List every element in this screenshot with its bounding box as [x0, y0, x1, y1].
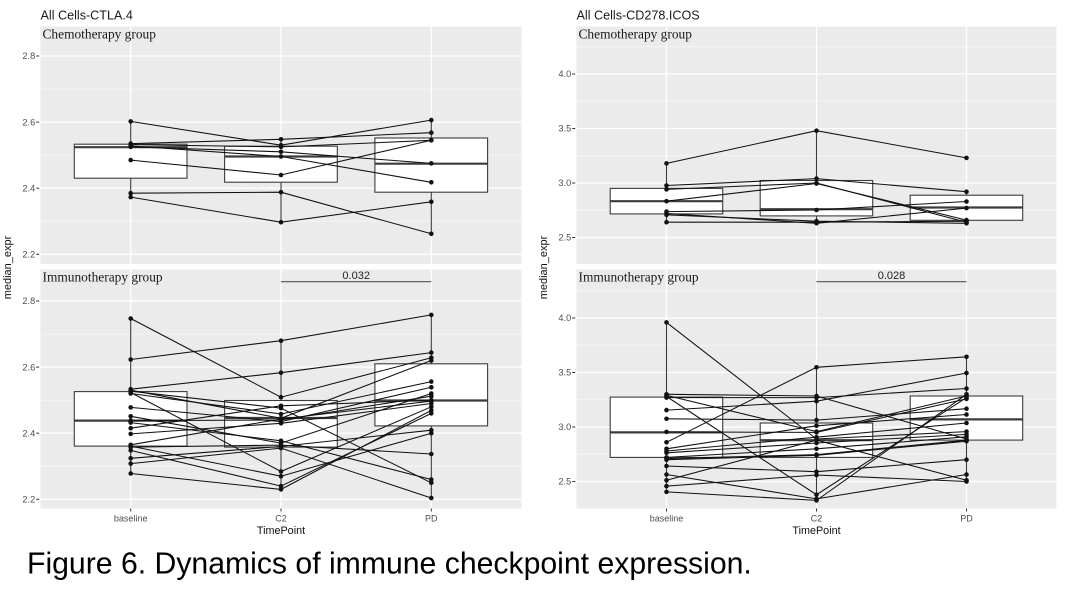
- svg-text:TimePoint: TimePoint: [792, 525, 840, 537]
- svg-text:4.0: 4.0: [558, 313, 571, 323]
- svg-text:TimePoint: TimePoint: [257, 525, 305, 537]
- svg-text:baseline: baseline: [650, 514, 684, 524]
- svg-text:3.5: 3.5: [558, 124, 571, 134]
- svg-text:C2: C2: [275, 514, 287, 524]
- svg-text:C2: C2: [811, 514, 823, 524]
- svg-text:median_expr: median_expr: [2, 235, 14, 299]
- svg-text:Chemotherapy group: Chemotherapy group: [579, 26, 693, 41]
- svg-text:PD: PD: [960, 514, 973, 524]
- svg-text:3.0: 3.0: [558, 178, 571, 188]
- svg-text:2.4: 2.4: [22, 183, 35, 193]
- svg-text:median_expr: median_expr: [538, 235, 550, 299]
- svg-text:3.5: 3.5: [558, 368, 571, 378]
- svg-text:2.6: 2.6: [22, 117, 35, 127]
- svg-text:2.2: 2.2: [22, 250, 35, 260]
- svg-text:PD: PD: [425, 514, 438, 524]
- svg-text:0.028: 0.028: [878, 270, 906, 282]
- svg-text:All Cells-CTLA.4: All Cells-CTLA.4: [41, 8, 133, 22]
- svg-text:3.0: 3.0: [558, 422, 571, 432]
- svg-text:Chemotherapy group: Chemotherapy group: [43, 26, 157, 41]
- svg-text:2.2: 2.2: [22, 495, 35, 505]
- svg-text:2.8: 2.8: [22, 296, 35, 306]
- svg-text:Immunotherapy group: Immunotherapy group: [43, 269, 163, 284]
- svg-text:All Cells-CD278.ICOS: All Cells-CD278.ICOS: [577, 8, 700, 22]
- svg-text:2.8: 2.8: [22, 51, 35, 61]
- svg-text:2.4: 2.4: [22, 428, 35, 438]
- svg-text:Figure 6. Dynamics of immune c: Figure 6. Dynamics of immune checkpoint …: [27, 548, 752, 581]
- svg-text:2.5: 2.5: [558, 477, 571, 487]
- svg-text:baseline: baseline: [114, 514, 148, 524]
- svg-text:2.6: 2.6: [22, 362, 35, 372]
- svg-text:4.0: 4.0: [558, 69, 571, 79]
- svg-text:Immunotherapy group: Immunotherapy group: [579, 269, 699, 284]
- svg-text:0.032: 0.032: [342, 270, 370, 282]
- svg-text:2.5: 2.5: [558, 233, 571, 243]
